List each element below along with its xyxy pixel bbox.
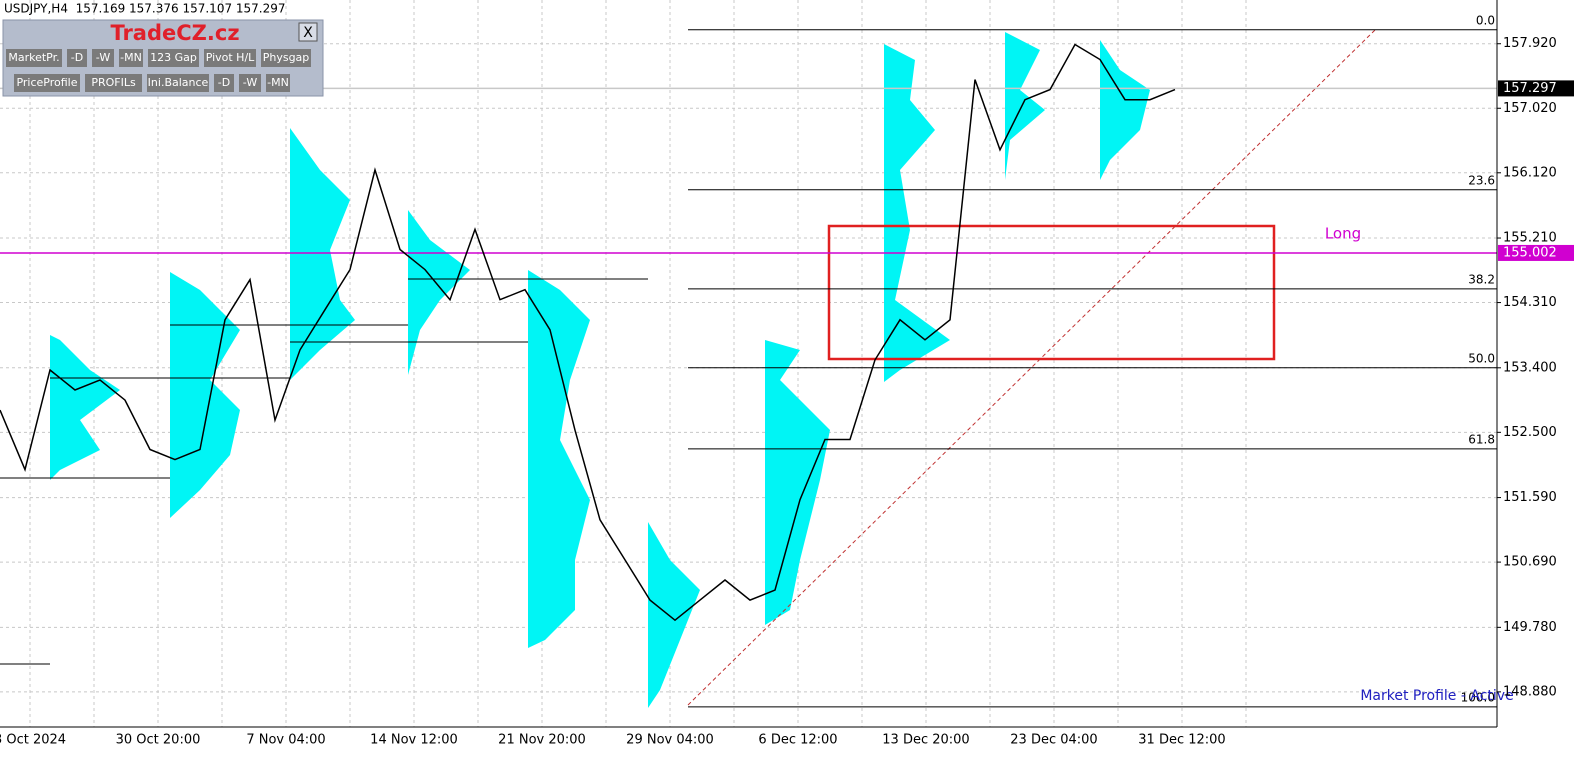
x-tick-label: 30 Oct 20:00 [116, 733, 201, 748]
button-bg [148, 49, 199, 67]
panel-button[interactable]: MarketPr. [6, 49, 62, 67]
button-bg [261, 49, 311, 67]
button-bg [147, 74, 209, 92]
symbol-info: USDJPY,H4 157.169 157.376 157.107 157.29… [4, 2, 286, 16]
x-tick-label: 14 Nov 12:00 [370, 733, 458, 748]
button-label: -W [96, 51, 111, 64]
fib-label: 61.8 [1468, 432, 1495, 446]
panel-button[interactable]: Physgap [261, 49, 311, 67]
x-tick-label: 21 Nov 20:00 [498, 733, 586, 748]
button-label: Pivot H/L [206, 51, 255, 64]
button-bg [85, 74, 142, 92]
button-bg [204, 49, 256, 67]
button-bg [266, 74, 290, 92]
y-tick-label: 157.020 [1503, 101, 1557, 116]
poc-lines [0, 278, 648, 665]
x-tick-label: 7 Nov 04:00 [246, 733, 325, 748]
x-tick-label: 23 Dec 04:00 [1010, 733, 1097, 748]
y-tick-label: 153.400 [1503, 360, 1557, 375]
button-label: -MN [120, 51, 142, 64]
y-tick-label: 149.780 [1503, 620, 1557, 635]
y-tick-label: 156.120 [1503, 165, 1557, 180]
brand: TradeCZ.cz [110, 21, 239, 45]
x-tick-label: 29 Nov 04:00 [626, 733, 714, 748]
y-tick-label: 154.310 [1503, 295, 1557, 310]
price-path [0, 43, 1176, 622]
button-label: PROFILs [91, 76, 136, 89]
button-label: -MN [267, 76, 289, 89]
panel-button[interactable]: -W [239, 74, 261, 92]
panel-button[interactable]: -MN [266, 74, 290, 92]
panel-button[interactable]: PROFILs [85, 74, 142, 92]
close-label: X [303, 25, 313, 41]
profile [765, 340, 830, 625]
y-tick-label: 150.690 [1503, 555, 1557, 570]
profile [648, 522, 700, 708]
close-button[interactable] [298, 22, 318, 42]
button-bg [6, 49, 62, 67]
y-tick-label: 148.880 [1503, 684, 1557, 699]
profile [290, 128, 355, 380]
panel-button[interactable]: 123 Gap [148, 49, 199, 67]
price-tag-label: 157.297 [1503, 81, 1557, 96]
y-tick-label: 157.920 [1503, 36, 1557, 51]
y-tick-label: 155.210 [1503, 231, 1557, 246]
price-tag-label: 155.002 [1503, 245, 1557, 260]
panel-button[interactable]: -D [67, 49, 87, 67]
fib-label: 23.6 [1468, 173, 1495, 187]
panel-button[interactable]: Pivot H/L [204, 49, 256, 67]
profile [884, 44, 950, 382]
y-tick-label: 152.500 [1503, 425, 1557, 440]
button-label: MarketPr. [8, 51, 59, 64]
panel: TradeCZ.cz X MarketPr. -D -W -MN 123 Gap Pivo… [2, 19, 324, 97]
panel-button[interactable]: PriceProfile [14, 74, 80, 92]
long-label: Long [1325, 225, 1361, 243]
button-bg [67, 49, 87, 67]
button-label: Ini.Balance [148, 76, 209, 89]
button-label: 123 Gap [150, 51, 197, 64]
button-bg [92, 49, 114, 67]
button-label: -D [71, 51, 83, 64]
button-label: -W [243, 76, 258, 89]
button-bg [239, 74, 261, 92]
panel-button[interactable]: -MN [119, 49, 143, 67]
x-tick-label: 3 Oct 2024 [0, 733, 66, 748]
fib-label: 0.0 [1476, 13, 1495, 27]
fib-label: 100.0 [1461, 690, 1495, 704]
profile [408, 210, 470, 375]
zone-box [827, 224, 1276, 361]
price-tag [1498, 80, 1574, 97]
profile [50, 335, 120, 480]
panel-button[interactable]: -W [92, 49, 114, 67]
price-tag [1498, 244, 1574, 261]
button-label: -D [218, 76, 230, 89]
profile [528, 270, 590, 648]
panel-button[interactable]: -D [214, 74, 234, 92]
profile [1100, 40, 1150, 180]
x-tick-label: 13 Dec 20:00 [882, 733, 969, 748]
x-tick-label: 6 Dec 12:00 [758, 733, 837, 748]
button-label: Physgap [263, 51, 310, 64]
button-label: PriceProfile [16, 76, 77, 89]
status-label: Market Profile - Active [1360, 688, 1513, 704]
button-bg [119, 49, 143, 67]
y-tick-label: 151.590 [1503, 490, 1557, 505]
panel-button[interactable]: Ini.Balance [147, 74, 209, 92]
button-bg [214, 74, 234, 92]
volume-profiles [50, 32, 1150, 708]
fib-label: 50.0 [1468, 351, 1495, 365]
fib-label: 38.2 [1468, 272, 1495, 286]
profile [1005, 32, 1045, 180]
x-tick-label: 31 Dec 12:00 [1138, 733, 1225, 748]
button-bg [14, 74, 80, 92]
